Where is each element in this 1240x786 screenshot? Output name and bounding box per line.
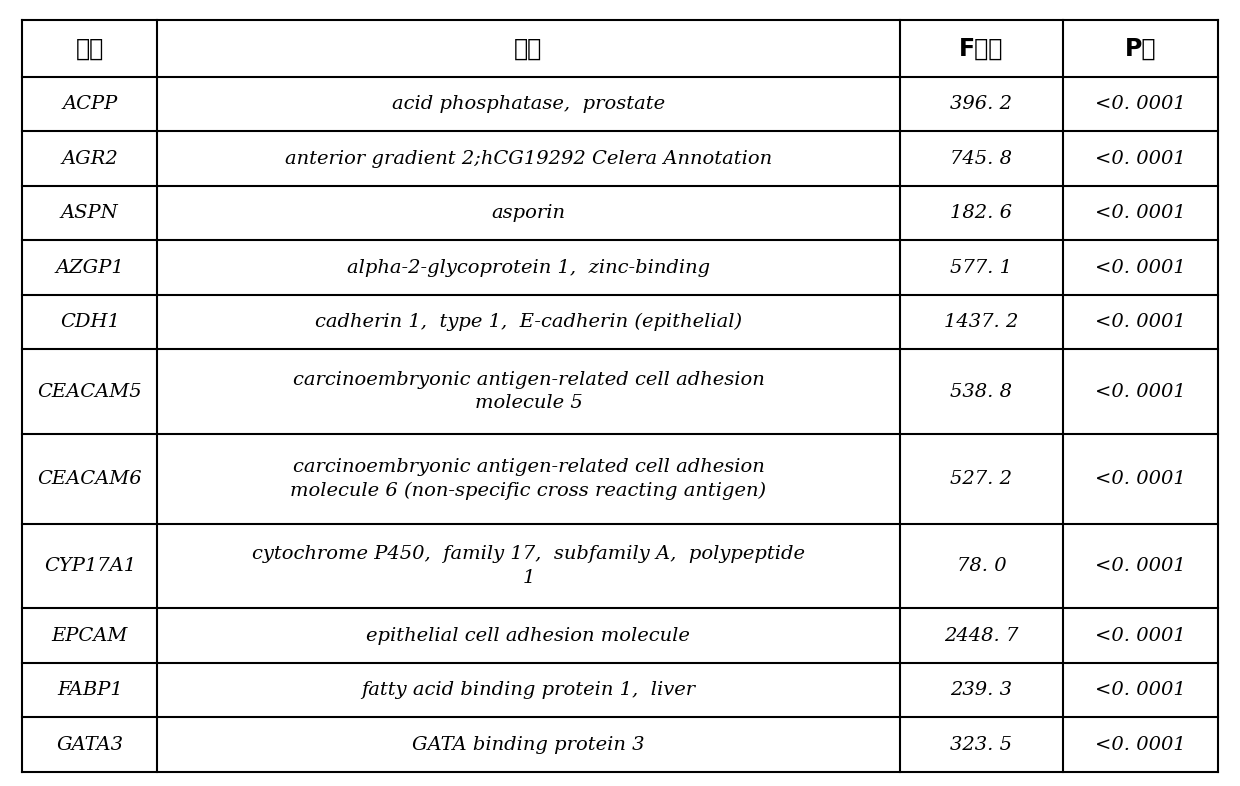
Text: epithelial cell adhesion molecule: epithelial cell adhesion molecule (367, 626, 691, 645)
Text: <0. 0001: <0. 0001 (1095, 259, 1185, 277)
Text: 538. 8: 538. 8 (951, 383, 1013, 401)
Text: <0. 0001: <0. 0001 (1095, 681, 1185, 699)
Text: CEACAM6: CEACAM6 (37, 470, 143, 488)
Text: <0. 0001: <0. 0001 (1095, 95, 1185, 113)
Text: 745. 8: 745. 8 (951, 149, 1013, 167)
Text: ACPP: ACPP (62, 95, 118, 113)
Text: GATA3: GATA3 (56, 736, 123, 754)
Text: 基因: 基因 (76, 36, 104, 61)
Text: CDH1: CDH1 (60, 313, 120, 331)
Text: CYP17A1: CYP17A1 (43, 557, 136, 575)
Text: 1437. 2: 1437. 2 (945, 313, 1019, 331)
Text: 323. 5: 323. 5 (951, 736, 1013, 754)
Text: fatty acid binding protein 1,  liver: fatty acid binding protein 1, liver (361, 681, 696, 699)
Text: <0. 0001: <0. 0001 (1095, 383, 1185, 401)
Text: <0. 0001: <0. 0001 (1095, 149, 1185, 167)
Text: AZGP1: AZGP1 (56, 259, 124, 277)
Text: FABP1: FABP1 (57, 681, 123, 699)
Text: 396. 2: 396. 2 (951, 95, 1013, 113)
Text: cytochrome P450,  family 17,  subfamily A,  polypeptide
1: cytochrome P450, family 17, subfamily A,… (252, 545, 805, 587)
Text: AGR2: AGR2 (62, 149, 118, 167)
Text: anterior gradient 2;hCG19292 Celera Annotation: anterior gradient 2;hCG19292 Celera Anno… (285, 149, 773, 167)
Text: F检验: F检验 (960, 36, 1003, 61)
Text: <0. 0001: <0. 0001 (1095, 204, 1185, 222)
Text: EPCAM: EPCAM (52, 626, 128, 645)
Text: CEACAM5: CEACAM5 (37, 383, 143, 401)
Text: alpha-2-glycoprotein 1,  zinc-binding: alpha-2-glycoprotein 1, zinc-binding (347, 259, 711, 277)
Text: 78. 0: 78. 0 (957, 557, 1007, 575)
Text: 577. 1: 577. 1 (951, 259, 1013, 277)
Text: <0. 0001: <0. 0001 (1095, 557, 1185, 575)
Text: carcinoembryonic antigen-related cell adhesion
molecule 6 (non-specific cross re: carcinoembryonic antigen-related cell ad… (290, 458, 766, 500)
Text: ASPN: ASPN (61, 204, 119, 222)
Text: 182. 6: 182. 6 (951, 204, 1013, 222)
Text: carcinoembryonic antigen-related cell adhesion
molecule 5: carcinoembryonic antigen-related cell ad… (293, 371, 764, 413)
Text: <0. 0001: <0. 0001 (1095, 313, 1185, 331)
Text: 2448. 7: 2448. 7 (945, 626, 1019, 645)
Text: 239. 3: 239. 3 (951, 681, 1013, 699)
Text: <0. 0001: <0. 0001 (1095, 626, 1185, 645)
Text: acid phosphatase,  prostate: acid phosphatase, prostate (392, 95, 665, 113)
Text: P値: P値 (1125, 36, 1156, 61)
Text: 注释: 注释 (515, 36, 543, 61)
Text: 527. 2: 527. 2 (951, 470, 1013, 488)
Text: GATA binding protein 3: GATA binding protein 3 (412, 736, 645, 754)
Text: asporin: asporin (491, 204, 565, 222)
Text: <0. 0001: <0. 0001 (1095, 736, 1185, 754)
Text: <0. 0001: <0. 0001 (1095, 470, 1185, 488)
Text: cadherin 1,  type 1,  E-cadherin (epithelial): cadherin 1, type 1, E-cadherin (epitheli… (315, 313, 742, 331)
